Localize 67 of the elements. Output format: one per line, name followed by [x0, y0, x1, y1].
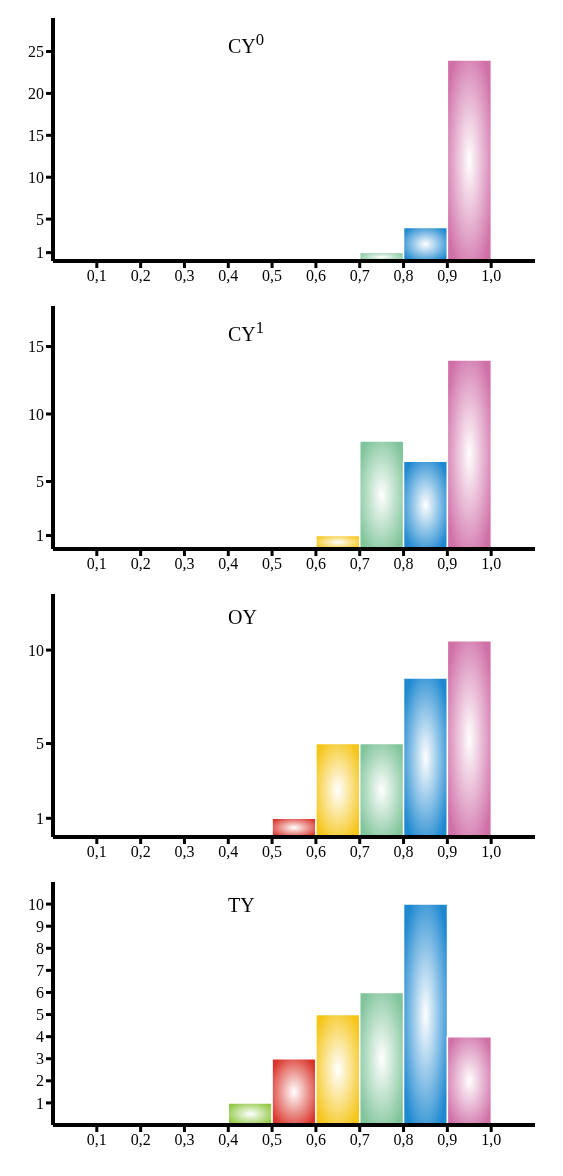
y-tick-label: 20: [28, 85, 44, 103]
x-tick-label: 0,5: [262, 843, 283, 861]
y-tick-label: 9: [36, 917, 44, 935]
x-tick-label: 0,4: [218, 267, 239, 285]
x-tick-label: 0,7: [349, 1131, 370, 1149]
x-tick-label: 1,0: [481, 555, 502, 573]
x-tick-label: 1,0: [481, 1131, 502, 1149]
y-tick-label: 2: [36, 1072, 44, 1090]
x-tick-label: 0,2: [130, 1131, 151, 1149]
x-tick-label: 0,4: [218, 555, 239, 573]
x-tick-label: 0,2: [130, 267, 151, 285]
x-tick-label: 0,1: [86, 843, 107, 861]
x-tick-label: 0,6: [305, 843, 326, 861]
x-tick-label: 0,9: [437, 555, 458, 573]
x-tick-label: 0,7: [349, 843, 370, 861]
y-tick-label: 10: [28, 895, 44, 913]
x-tick-label: 0,3: [174, 843, 195, 861]
y-tick-label: 8: [36, 939, 44, 957]
y-tick-label: 1: [36, 1094, 44, 1112]
x-tick-label: 0,7: [349, 555, 370, 573]
x-tick-label: 0,1: [86, 555, 107, 573]
x-tick-label: 1,0: [481, 843, 502, 861]
x-tick-label: 0,4: [218, 843, 239, 861]
y-tick-label: 5: [36, 735, 44, 753]
x-tick-label: 0,3: [174, 1131, 195, 1149]
text: CY$^{0}$: [228, 30, 265, 58]
y-tick-label: 25: [28, 43, 44, 61]
y-tick-label: 5: [36, 210, 44, 228]
x-tick-label: 0,5: [262, 267, 283, 285]
y-tick-label: 15: [28, 338, 44, 356]
x-tick-label: 0,3: [174, 267, 195, 285]
y-tick-label: 10: [28, 641, 44, 659]
x-tick-label: 0,8: [393, 1131, 414, 1149]
x-tick-label: 0,6: [305, 555, 326, 573]
x-tick-label: 0,1: [86, 1131, 107, 1149]
x-tick-label: 0,4: [218, 1131, 239, 1149]
y-tick-label: 5: [36, 1006, 44, 1024]
x-tick-label: 0,1: [86, 267, 107, 285]
y-tick-label: 4: [36, 1028, 44, 1046]
x-tick-label: 0,6: [305, 1131, 326, 1149]
x-tick-label: 1,0: [481, 267, 502, 285]
x-tick-label: 0,8: [393, 267, 414, 285]
y-tick-label: 1: [36, 244, 44, 262]
y-tick-label: 3: [36, 1050, 44, 1068]
x-tick-label: 0,3: [174, 555, 195, 573]
text: OY: [228, 606, 257, 629]
text: CY$^{1}$: [228, 318, 265, 346]
x-tick-label: 0,2: [130, 555, 151, 573]
x-tick-label: 0,9: [437, 843, 458, 861]
x-tick-label: 0,5: [262, 1131, 283, 1149]
x-tick-label: 0,5: [262, 555, 283, 573]
y-tick-label: 5: [36, 473, 44, 491]
x-tick-label: 0,8: [393, 843, 414, 861]
y-tick-label: 10: [28, 168, 44, 186]
x-tick-label: 0,8: [393, 555, 414, 573]
y-tick-label: 7: [36, 962, 44, 980]
y-tick-label: 1: [36, 809, 44, 827]
x-tick-label: 0,7: [349, 267, 370, 285]
text: TY: [228, 894, 255, 917]
x-tick-label: 0,9: [437, 1131, 458, 1149]
x-tick-label: 0,9: [437, 267, 458, 285]
x-tick-label: 0,6: [305, 267, 326, 285]
y-tick-label: 6: [36, 984, 44, 1002]
y-tick-label: 15: [28, 126, 44, 144]
x-tick-label: 0,2: [130, 843, 151, 861]
y-tick-label: 10: [28, 405, 44, 423]
y-tick-label: 1: [36, 527, 44, 545]
